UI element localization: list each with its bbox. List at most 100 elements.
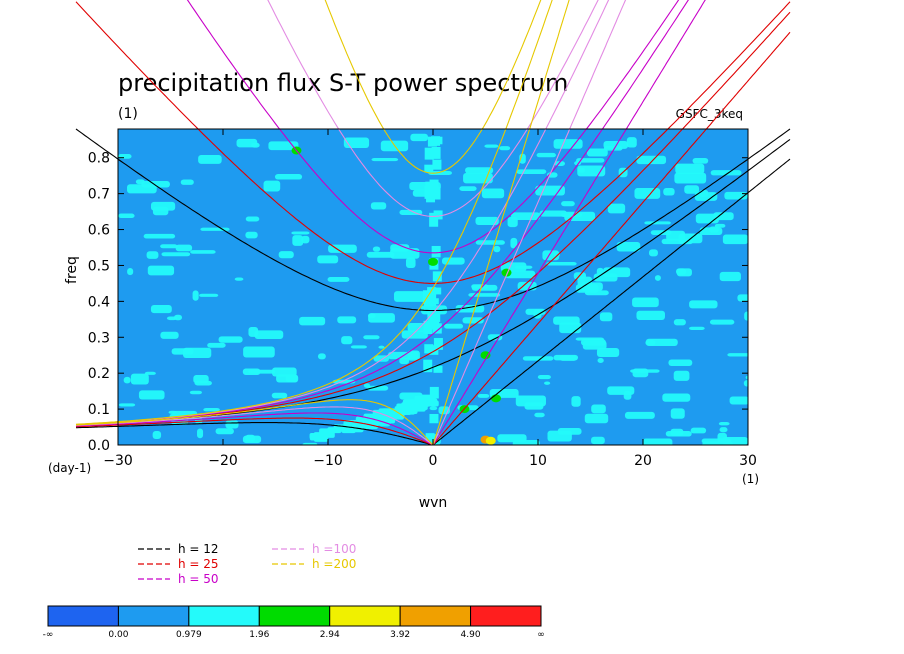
field-patch [624, 411, 655, 419]
chart-title: precipitation flux S-T power spectrum [118, 69, 568, 97]
field-patch [599, 312, 613, 322]
colorbar-cell [399, 605, 472, 627]
spectrum-hotspots [291, 146, 512, 445]
field-patch [670, 428, 684, 436]
field-patch [317, 353, 326, 360]
field-patch [684, 185, 700, 194]
colorbar-label: 2.94 [320, 630, 340, 640]
ig1-curve [324, 0, 542, 174]
field-patch [243, 346, 275, 358]
field-patch [674, 172, 707, 184]
ig0-curve [75, 138, 791, 426]
field-ridge [430, 317, 440, 328]
field-patch [245, 434, 256, 442]
field-patch [722, 234, 748, 245]
y-tick-label: 0.2 [88, 366, 110, 382]
field-patch [596, 347, 620, 358]
field-patch [271, 392, 288, 399]
field-ridge [432, 271, 442, 282]
field-patch [390, 248, 420, 259]
colorbar-cell [117, 605, 190, 627]
field-patch [481, 188, 505, 199]
field-patch [218, 336, 243, 343]
field-ridge [313, 432, 328, 439]
field-patch [632, 297, 659, 308]
field-patch [343, 137, 370, 148]
field-patch [689, 326, 705, 331]
field-ridge [429, 298, 439, 305]
field-patch [607, 386, 635, 395]
field-patch [160, 244, 178, 249]
field-patch [719, 427, 728, 433]
field-ridge [424, 147, 434, 160]
field-patch [429, 406, 438, 411]
field-patch [276, 374, 299, 383]
field-ridge [431, 136, 441, 146]
field-patch [123, 376, 131, 384]
field-patch [366, 385, 389, 391]
field-patch [197, 428, 204, 439]
field-patch [546, 262, 577, 266]
field-patch [626, 137, 637, 148]
field-patch [410, 133, 428, 142]
field-patch [471, 284, 498, 291]
field-patch [468, 293, 501, 297]
field-patch [553, 139, 583, 149]
field-patch [499, 146, 511, 151]
x-axis-label: wvn [419, 495, 448, 511]
field-patch [234, 277, 244, 281]
field-patch [607, 203, 626, 214]
field-patch [245, 231, 258, 239]
field-patch [591, 404, 606, 414]
field-ridge [401, 402, 416, 409]
field-patch [719, 271, 741, 282]
field-patch [428, 171, 452, 176]
field-patch [337, 316, 357, 324]
colorbar-cell [47, 605, 119, 627]
field-patch [673, 319, 686, 326]
field-patch [328, 244, 357, 253]
legend-label: h = 50 [178, 572, 219, 586]
field-patch [510, 237, 518, 249]
field-patch [603, 267, 631, 278]
field-ridge [429, 212, 439, 227]
field-patch [192, 290, 199, 301]
colorbar-label: ∞ [537, 630, 545, 640]
field-patch [559, 322, 582, 334]
field-patch [642, 438, 673, 445]
field-ridge [382, 410, 397, 417]
field-patch [630, 369, 660, 373]
ig1-curve [75, 1, 791, 284]
field-patch [118, 403, 136, 407]
legend-label: h =200 [312, 557, 356, 571]
field-patch [444, 323, 464, 329]
field-patch [670, 408, 685, 419]
field-patch [636, 310, 665, 321]
field-patch [175, 244, 193, 252]
field-patch [644, 221, 671, 225]
field-ridge [431, 146, 441, 159]
field-patch [194, 416, 203, 424]
field-patch [744, 311, 748, 321]
field-patch [198, 155, 222, 164]
field-patch [535, 185, 565, 196]
field-patch [242, 368, 261, 375]
colorbar-cell [470, 605, 542, 627]
field-patch [190, 250, 216, 254]
field-patch [654, 275, 661, 281]
field-patch [536, 152, 556, 158]
field-patch [301, 235, 310, 244]
y-tick-label: 0.5 [88, 258, 110, 274]
field-patch [363, 335, 380, 340]
rossby-curve [75, 412, 434, 445]
field-patch [650, 230, 672, 235]
field-patch [692, 157, 709, 164]
colorbar: -∞ 0.00 0.979 1.96 2.94 3.92 4.90 ∞ [43, 605, 545, 640]
field-patch [173, 314, 183, 321]
field-patch [272, 367, 297, 377]
field-ridge [423, 300, 433, 307]
field-patch [584, 413, 609, 424]
rossby-curve [75, 399, 434, 445]
field-patch [634, 188, 661, 199]
